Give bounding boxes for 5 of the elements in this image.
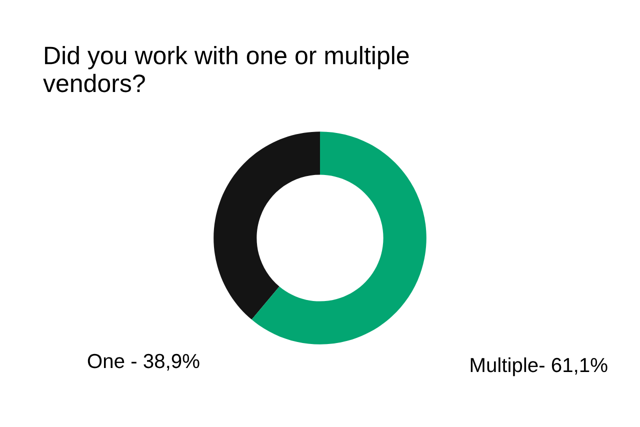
donut-slice [214, 132, 320, 320]
slice-label: One - 38,9% [88, 354, 200, 371]
slice-label: Multiple- 61,1% [470, 357, 608, 376]
donut-slice [252, 132, 426, 344]
chart-title: Did you work with one or multiple vendors? [43, 46, 409, 92]
